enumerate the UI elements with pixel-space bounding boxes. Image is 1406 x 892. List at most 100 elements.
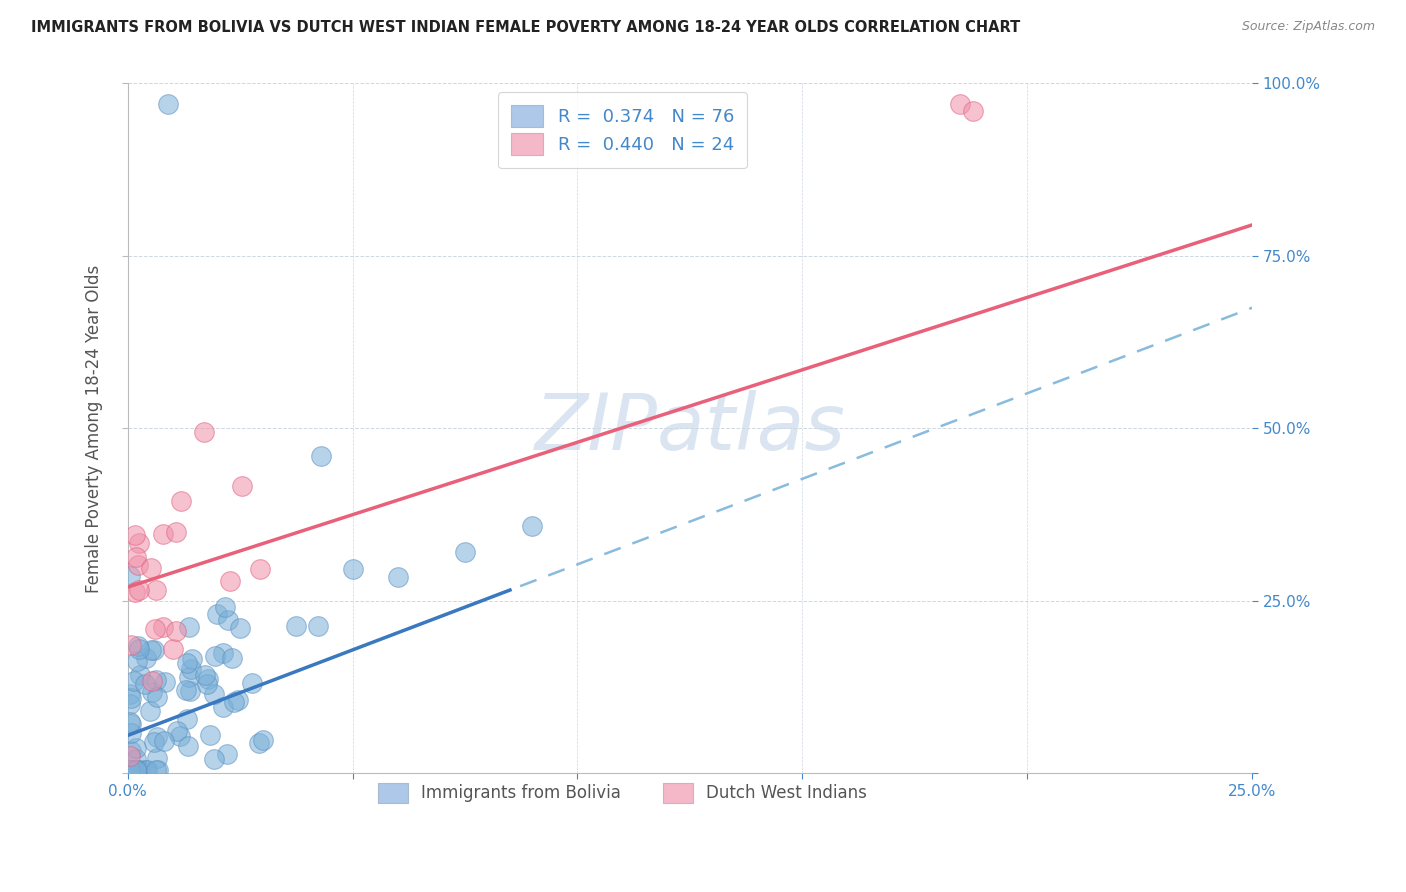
Point (145, 763, 167, 777)
Point (454, 544, 477, 558)
Point (152, 527, 174, 541)
Point (146, 690, 169, 704)
Point (247, 736, 270, 750)
Point (249, 562, 271, 576)
Point (218, 574, 240, 588)
Point (153, 675, 176, 690)
Point (205, 607, 228, 621)
Point (198, 729, 221, 743)
Point (125, 763, 148, 777)
Point (143, 643, 166, 657)
Point (221, 651, 243, 665)
Point (176, 712, 198, 726)
Point (204, 648, 226, 663)
Point (139, 642, 162, 657)
Point (118, 763, 141, 777)
Y-axis label: Female Poverty Among 18-24 Year Olds: Female Poverty Among 18-24 Year Olds (86, 264, 103, 592)
Point (120, 749, 142, 764)
Point (152, 620, 174, 634)
Point (118, 687, 141, 701)
Point (387, 570, 409, 584)
Point (125, 752, 148, 766)
Point (177, 670, 200, 684)
Point (128, 582, 150, 597)
Point (120, 690, 142, 705)
Point (176, 657, 198, 671)
Point (217, 613, 239, 627)
Point (125, 549, 148, 564)
Point (169, 729, 191, 743)
Point (284, 619, 307, 633)
Point (195, 677, 218, 691)
Point (143, 622, 166, 636)
Point (134, 763, 156, 777)
Point (170, 494, 193, 508)
Point (145, 751, 167, 765)
Point (197, 672, 219, 686)
Point (129, 763, 152, 777)
Point (180, 662, 202, 676)
Point (120, 744, 142, 758)
Point (226, 693, 249, 707)
Text: IMMIGRANTS FROM BOLIVIA VS DUTCH WEST INDIAN FEMALE POVERTY AMONG 18-24 YEAR OLD: IMMIGRANTS FROM BOLIVIA VS DUTCH WEST IN… (31, 20, 1021, 35)
Point (124, 528, 146, 542)
Point (181, 652, 204, 666)
Point (214, 600, 236, 615)
Point (949, 97, 972, 112)
Point (143, 734, 166, 748)
Point (165, 525, 187, 540)
Point (202, 687, 225, 701)
Point (145, 730, 167, 744)
Point (962, 103, 984, 118)
Point (215, 747, 238, 762)
Point (125, 655, 148, 669)
Point (128, 535, 150, 549)
Point (166, 723, 188, 738)
Point (162, 642, 184, 657)
Point (122, 763, 145, 777)
Point (127, 639, 149, 653)
Text: Source: ZipAtlas.com: Source: ZipAtlas.com (1241, 20, 1375, 33)
Point (141, 674, 163, 689)
Point (252, 733, 274, 747)
Point (202, 752, 225, 766)
Point (177, 739, 200, 754)
Point (129, 668, 152, 682)
Point (231, 479, 253, 493)
Point (125, 740, 148, 755)
Point (224, 695, 246, 709)
Point (127, 558, 149, 573)
Point (211, 646, 233, 660)
Point (240, 676, 263, 690)
Point (145, 673, 167, 687)
Point (120, 717, 142, 731)
Point (139, 561, 162, 575)
Point (145, 582, 167, 597)
Point (211, 699, 233, 714)
Point (193, 425, 215, 439)
Point (141, 685, 163, 699)
Point (139, 704, 162, 718)
Point (135, 650, 157, 665)
Point (118, 697, 141, 711)
Point (124, 585, 146, 599)
Point (134, 676, 156, 690)
Point (122, 674, 145, 689)
Point (309, 449, 332, 463)
Point (146, 763, 169, 777)
Point (177, 620, 200, 634)
Point (522, 519, 544, 533)
Point (127, 763, 149, 777)
Text: ZIPatlas: ZIPatlas (534, 391, 845, 467)
Point (118, 714, 141, 729)
Point (128, 642, 150, 657)
Point (194, 668, 217, 682)
Point (165, 624, 187, 639)
Point (342, 562, 364, 576)
Legend: Immigrants from Bolivia, Dutch West Indians: Immigrants from Bolivia, Dutch West Indi… (366, 771, 879, 814)
Point (135, 763, 157, 777)
Point (120, 725, 142, 739)
Point (118, 569, 141, 583)
Point (153, 734, 176, 748)
Point (156, 97, 179, 112)
